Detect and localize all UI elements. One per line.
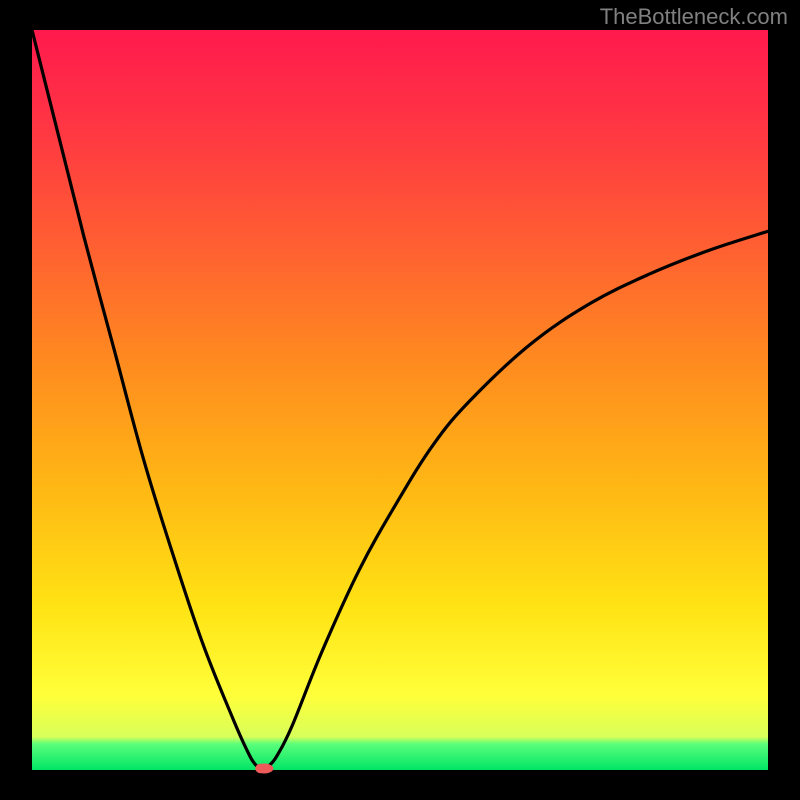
- plot-area: [32, 30, 768, 770]
- chart-container: TheBottleneck.com: [0, 0, 800, 800]
- watermark-text: TheBottleneck.com: [600, 4, 788, 30]
